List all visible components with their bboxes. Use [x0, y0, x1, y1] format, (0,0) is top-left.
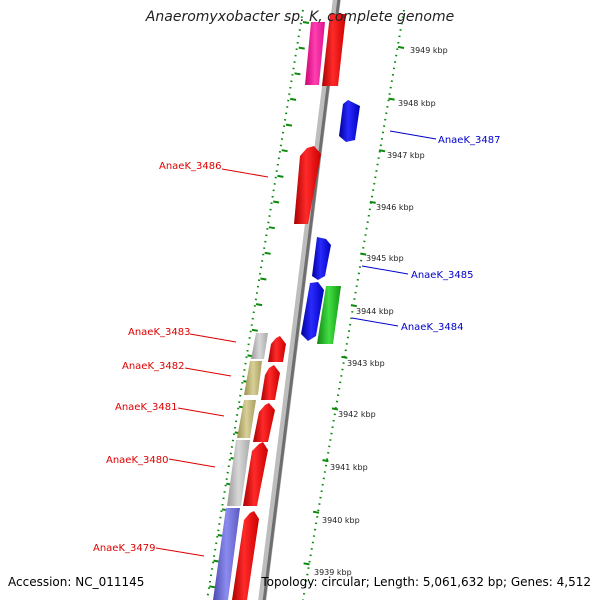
tick-label: 3943 kbp	[347, 359, 385, 368]
leader-line	[221, 168, 269, 178]
scale-labels: 3949 kbp 3948 kbp 3947 kbp 3946 kbp 3945…	[314, 46, 448, 577]
scale-tick	[379, 149, 386, 153]
scale-tick	[303, 562, 310, 566]
gene-labels-forward: AnaeK_3486 AnaeK_3483 AnaeK_3482 AnaeK_3…	[93, 161, 269, 557]
gene-label-anaek-3480[interactable]: AnaeK_3480	[106, 455, 168, 466]
tick-label: 3945 kbp	[366, 254, 404, 263]
gene-label-anaek-3485[interactable]: AnaeK_3485	[411, 270, 473, 281]
tick-label: 3939 kbp	[314, 568, 352, 577]
accession-text: Accession: NC_011145	[8, 575, 145, 589]
tick-label: 3947 kbp	[387, 151, 425, 160]
scale-tick	[350, 304, 357, 308]
tick-label: 3949 kbp	[410, 46, 448, 55]
scale-tick	[298, 46, 305, 50]
scale-tick	[302, 21, 310, 24]
gene-anaek-3479-purple	[213, 508, 240, 600]
gene-anaek-3480[interactable]	[243, 442, 268, 506]
tick-label: 3944 kbp	[356, 307, 394, 316]
gene-anaek-3482[interactable]	[261, 365, 280, 400]
gene-anaek-3480-gray	[227, 440, 250, 506]
map-title: Anaeromyxobacter sp. K, complete genome	[145, 9, 455, 25]
gene-anaek-3483[interactable]	[268, 336, 286, 362]
gene-anaek-3479[interactable]	[232, 511, 259, 600]
scale-tick	[360, 252, 367, 256]
gene-labels-reverse: AnaeK_3487 AnaeK_3485 AnaeK_3484	[351, 130, 500, 333]
left-ring-ticks	[209, 21, 310, 589]
topology-summary: Topology: circular; Length: 5,061,632 bp…	[261, 575, 591, 589]
scale-tick	[277, 174, 284, 178]
gene-anaek-3481-olive	[237, 400, 256, 438]
gene-red-top	[322, 14, 346, 86]
leader-line	[155, 547, 205, 557]
backbone-shadow	[258, 0, 341, 600]
tick-label: 3940 kbp	[322, 516, 360, 525]
gene-label-anaek-3479[interactable]: AnaeK_3479	[93, 543, 155, 554]
scale-tick	[264, 251, 271, 255]
backbone-line	[262, 0, 341, 600]
leader-line	[184, 367, 232, 377]
gene-magenta-top	[305, 22, 325, 85]
tick-label: 3946 kbp	[376, 203, 414, 212]
gene-anaek-3481[interactable]	[253, 403, 275, 442]
tick-label: 3942 kbp	[338, 410, 376, 419]
gene-label-anaek-3487[interactable]: AnaeK_3487	[438, 135, 500, 146]
scale-tick	[388, 97, 395, 101]
scale-tick	[209, 585, 216, 589]
gene-features	[213, 14, 360, 600]
tick-label: 3941 kbp	[330, 463, 368, 472]
gene-anaek-3482-olive	[244, 361, 262, 395]
gene-anaek-3487[interactable]	[339, 100, 360, 142]
gene-anaek-3483-gray	[251, 333, 268, 359]
leader-line	[351, 317, 399, 327]
scale-tick	[251, 328, 258, 332]
tick-label: 3948 kbp	[398, 99, 436, 108]
gene-label-anaek-3483[interactable]: AnaeK_3483	[128, 327, 190, 338]
scale-tick	[285, 123, 293, 127]
leader-line	[389, 130, 437, 140]
scale-tick	[294, 72, 301, 76]
scale-tick	[397, 45, 405, 49]
leader-line	[361, 265, 409, 275]
gene-anaek-3485[interactable]	[312, 237, 331, 280]
scale-tick	[369, 200, 376, 204]
scale-ring-inner	[206, 9, 304, 600]
backbone	[258, 0, 341, 600]
scale-tick	[341, 355, 348, 359]
gene-label-anaek-3484[interactable]: AnaeK_3484	[401, 322, 463, 333]
scale-tick	[312, 510, 320, 514]
gene-anaek-3484[interactable]	[301, 282, 324, 341]
scale-tick	[273, 200, 280, 204]
gene-label-anaek-3486[interactable]: AnaeK_3486	[159, 161, 221, 172]
leader-line	[168, 458, 216, 468]
right-ring-ticks	[303, 45, 405, 566]
gene-label-anaek-3482[interactable]: AnaeK_3482	[122, 361, 184, 372]
scale-tick	[255, 303, 263, 307]
gene-label-anaek-3481[interactable]: AnaeK_3481	[115, 402, 177, 413]
scale-tick	[322, 459, 329, 463]
leader-line	[177, 407, 225, 417]
scale-tick	[260, 277, 267, 281]
gene-green-3484	[317, 286, 341, 344]
scale-tick	[331, 407, 339, 411]
leader-line	[189, 333, 237, 343]
gene-anaek-3486[interactable]	[294, 146, 321, 224]
scale-tick	[268, 226, 275, 230]
scale-tick	[290, 97, 297, 101]
scale-tick	[281, 149, 288, 153]
